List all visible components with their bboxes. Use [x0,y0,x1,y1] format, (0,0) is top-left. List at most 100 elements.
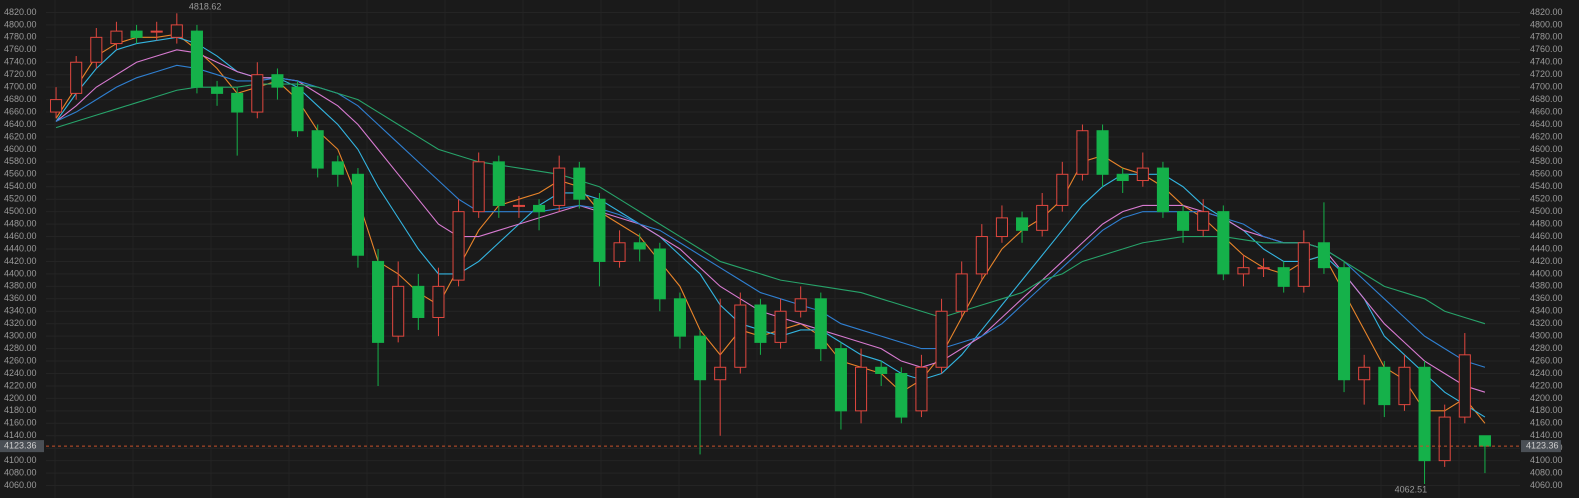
y-tick-label-left: 4620.00 [4,131,37,141]
y-tick-label-left: 4560.00 [4,169,37,179]
y-tick-label-left: 4660.00 [4,106,37,116]
y-tick-label-right: 4140.00 [1530,430,1563,440]
y-tick-label-left: 4180.00 [4,405,37,415]
candle-body [1358,366,1371,381]
candle-body [754,304,767,343]
y-tick-label-left: 4520.00 [4,194,37,204]
candle-body [915,366,928,412]
candle-body [472,161,485,213]
overlay: 4060.00 4060.00 4080.00 4080.00 4100.00 4100.… [0,1,1563,494]
y-tick-label-right: 4820.00 [1530,7,1563,17]
last-price-box-right [1521,440,1561,453]
candle-body [1156,167,1169,213]
moving-average-line [55,83,1486,325]
candle-body [90,36,103,63]
candle-body [995,217,1008,238]
candle-body [291,86,304,132]
candle-body [613,242,626,262]
candle-body [533,204,546,213]
y-tick-label-left: 4600.00 [4,144,37,154]
y-tick-label-left: 4160.00 [4,418,37,428]
y-tick-label-right: 4800.00 [1530,19,1563,29]
y-tick-label-right: 4700.00 [1530,82,1563,92]
y-tick-label-right: 4640.00 [1530,119,1563,129]
candle-body [271,74,284,88]
y-tick-label-right: 4600.00 [1530,144,1563,154]
y-tick-label-left: 4340.00 [4,306,37,316]
y-tick-label-left: 4400.00 [4,268,37,278]
y-tick-label-left: 4200.00 [4,393,37,403]
y-tick-label-right: 4360.00 [1530,293,1563,303]
candle-body [1177,211,1190,231]
candle-body [150,30,163,33]
y-tick-label-left: 4420.00 [4,256,37,266]
candle-body [412,285,425,318]
candle-body [372,260,385,343]
y-tick-label-right: 4420.00 [1530,256,1563,266]
candle-body [231,92,244,113]
y-tick-label-left: 4380.00 [4,281,37,291]
candle-body [794,298,807,312]
y-tick-label-left: 4260.00 [4,355,37,365]
candle-body [553,167,566,206]
candle-body [935,310,948,368]
max-price-label: 4818.62 [189,1,222,11]
candle-body [70,61,83,94]
candle-body [673,298,686,337]
candle-body [694,335,707,381]
y-tick-label-left: 4240.00 [4,368,37,378]
candle-body [452,211,465,281]
candles [50,13,1491,484]
y-tick-label-left: 4760.00 [4,44,37,54]
candle-body [1478,435,1491,447]
candle-body [814,298,827,350]
candle-body [392,285,405,337]
candle-body [855,366,868,412]
y-tick-label-right: 4160.00 [1530,418,1563,428]
y-tick-label-left: 4060.00 [4,480,37,490]
y-tick-label-right: 4680.00 [1530,94,1563,104]
y-tick-label-right: 4620.00 [1530,131,1563,141]
y-tick-label-left: 4320.00 [4,318,37,328]
y-tick-label-right: 4100.00 [1530,455,1563,465]
y-tick-label-left: 4100.00 [4,455,37,465]
candle-body [653,248,666,300]
y-tick-label-right: 4720.00 [1530,69,1563,79]
candle-body [1136,167,1149,182]
candle-body [774,310,787,343]
y-tick-label-left: 4140.00 [4,430,37,440]
candle-body [492,161,505,206]
candle-body [1418,366,1431,462]
candle-body [1096,130,1109,175]
candle-body [1438,416,1451,462]
candle-body [1257,267,1270,270]
last-price-label-left: 4123.36 [4,440,37,450]
candle-body [1458,354,1471,418]
y-tick-label-left: 4820.00 [4,7,37,17]
candle-body [734,304,747,368]
y-tick-label-left: 4220.00 [4,380,37,390]
y-tick-label-right: 4500.00 [1530,206,1563,216]
candle-body [1277,267,1290,287]
candle-body [955,273,968,312]
y-tick-label-left: 4720.00 [4,69,37,79]
y-tick-label-left: 4460.00 [4,231,37,241]
y-tick-label-left: 4280.00 [4,343,37,353]
candle-body [1317,242,1330,269]
y-tick-label-right: 4400.00 [1530,268,1563,278]
y-tick-label-left: 4640.00 [4,119,37,129]
y-tick-label-right: 4540.00 [1530,181,1563,191]
y-tick-label-right: 4180.00 [1530,405,1563,415]
y-tick-label-left: 4300.00 [4,331,37,341]
candle-body [1016,217,1029,231]
moving-average-line [55,36,1486,418]
y-tick-label-right: 4520.00 [1530,194,1563,204]
y-tick-label-right: 4300.00 [1530,331,1563,341]
candle-body [1217,211,1230,275]
y-tick-label-left: 4440.00 [4,243,37,253]
candle-body [714,366,727,381]
candle-body [875,366,888,374]
y-tick-label-right: 4480.00 [1530,218,1563,228]
y-tick-label-left: 4780.00 [4,32,37,42]
